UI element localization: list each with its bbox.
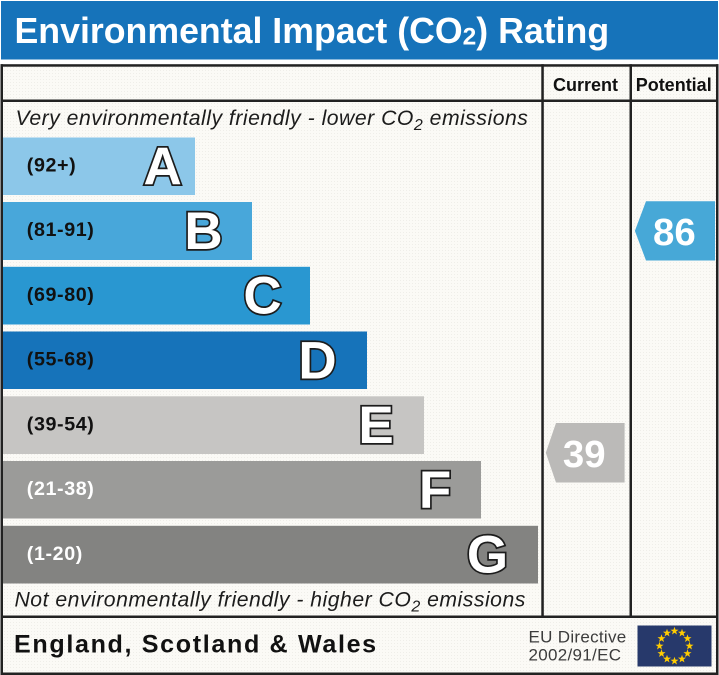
svg-text:England, Scotland & Wales: England, Scotland & Wales bbox=[14, 630, 378, 658]
svg-text:Potential: Potential bbox=[636, 75, 712, 95]
svg-text:C: C bbox=[243, 267, 281, 326]
svg-text:Very environmentally friendly: Very environmentally friendly - lower CO… bbox=[16, 107, 529, 134]
svg-text:(21-38): (21-38) bbox=[27, 478, 95, 500]
svg-text:EU Directive: EU Directive bbox=[529, 627, 627, 646]
svg-text:(1-20): (1-20) bbox=[27, 543, 83, 565]
svg-text:86: 86 bbox=[653, 211, 696, 254]
svg-text:(39-54): (39-54) bbox=[27, 413, 95, 435]
svg-text:(69-80): (69-80) bbox=[27, 284, 95, 306]
svg-text:A: A bbox=[144, 137, 182, 196]
svg-text:Environmental Impact (CO2) Rat: Environmental Impact (CO2) Rating bbox=[15, 11, 610, 51]
svg-text:39: 39 bbox=[563, 433, 606, 476]
svg-text:F: F bbox=[419, 461, 451, 520]
svg-text:Current: Current bbox=[553, 75, 618, 95]
svg-text:B: B bbox=[184, 202, 222, 261]
svg-text:Not environmentally friendly -: Not environmentally friendly - higher CO… bbox=[15, 589, 526, 616]
svg-text:(81-91): (81-91) bbox=[27, 219, 95, 241]
svg-text:D: D bbox=[298, 331, 336, 390]
svg-text:G: G bbox=[467, 526, 508, 585]
svg-text:E: E bbox=[358, 396, 393, 455]
svg-text:2002/91/EC: 2002/91/EC bbox=[529, 646, 622, 665]
svg-text:(92+): (92+) bbox=[27, 155, 77, 177]
svg-text:(55-68): (55-68) bbox=[27, 349, 95, 371]
